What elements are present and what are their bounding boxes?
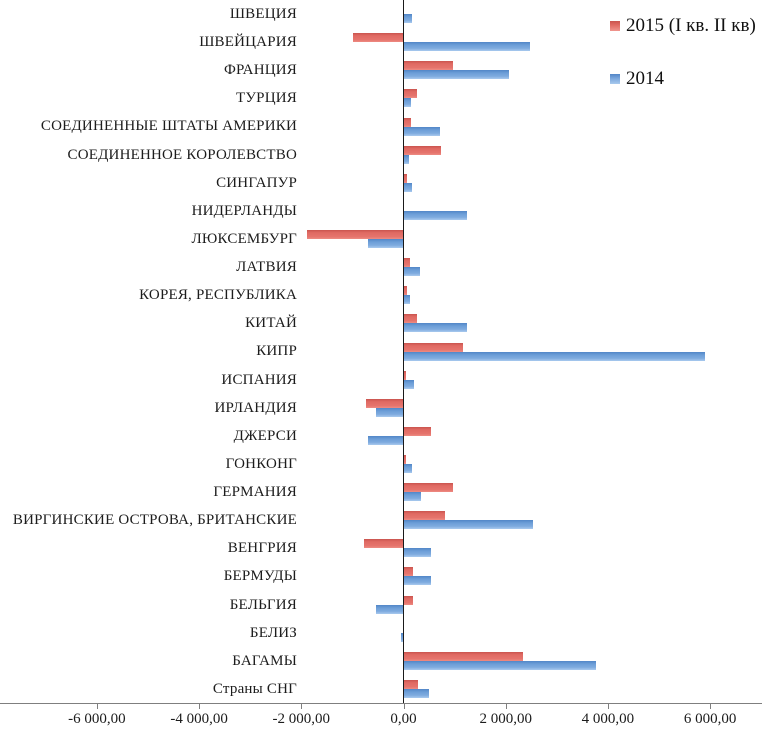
category-label: БАГАМЫ xyxy=(232,652,297,669)
bar-2015 xyxy=(403,314,418,324)
legend: 2015 (I кв. II кв) 2014 xyxy=(610,14,756,120)
bar-2014 xyxy=(376,604,404,614)
category-label: ЛЮКСЕМБУРГ xyxy=(191,230,297,247)
x-axis-tick-label: 2 000,00 xyxy=(479,711,532,727)
bar-2014 xyxy=(403,182,413,192)
category-label: ДЖЕРСИ xyxy=(233,427,297,444)
bar-2014 xyxy=(403,379,414,389)
legend-label-2015: 2015 (I кв. II кв) xyxy=(626,15,756,36)
bar-2014 xyxy=(403,154,409,164)
bar-2015 xyxy=(403,117,412,127)
x-axis-tick-label: 6 000,00 xyxy=(683,711,737,727)
bar-2014 xyxy=(367,239,404,249)
bar-2014 xyxy=(400,632,404,642)
bar-2014 xyxy=(403,688,429,698)
legend-swatch-2015-icon xyxy=(610,21,620,31)
category-label: ГЕРМАНИЯ xyxy=(213,484,297,501)
x-axis-tick-label: -2 000,00 xyxy=(272,711,331,727)
bar-2014 xyxy=(403,210,468,220)
bar-2015 xyxy=(403,679,418,689)
bar-2015 xyxy=(366,398,404,408)
legend-swatch-2014-icon xyxy=(610,74,620,84)
category-label: ШВЕЙЦАРИЯ xyxy=(199,34,297,51)
bar-2014 xyxy=(403,267,421,277)
x-axis-tick xyxy=(505,704,507,709)
category-label: ТУРЦИЯ xyxy=(236,90,297,107)
x-axis-tick-label: 4 000,00 xyxy=(581,711,635,727)
bar-2015 xyxy=(403,89,418,99)
bar-2015 xyxy=(363,539,404,549)
x-axis-tick xyxy=(403,704,405,709)
bar-2014 xyxy=(367,435,404,445)
bar-2015 xyxy=(403,145,442,155)
category-label: КОРЕЯ, РЕСПУБЛИКА xyxy=(139,287,297,304)
bar-2014 xyxy=(403,70,510,80)
legend-label-2014: 2014 xyxy=(626,68,664,89)
x-axis-tick xyxy=(710,704,712,709)
category-label: ШВЕЦИЯ xyxy=(229,6,297,22)
bar-2014 xyxy=(403,42,530,52)
category-label: СИНГАПУР xyxy=(216,174,297,191)
bar-2014 xyxy=(403,98,411,108)
category-label: ИСПАНИЯ xyxy=(221,371,297,388)
x-axis-tick-label: -6 000,00 xyxy=(68,711,126,727)
bar-2014 xyxy=(403,520,534,530)
bar-2015 xyxy=(353,33,404,43)
category-label: БЕЛИЗ xyxy=(249,624,297,641)
bar-2015 xyxy=(403,342,463,352)
category-label: КИПР xyxy=(256,343,297,360)
x-axis-tick-label: 0,00 xyxy=(390,711,417,727)
bar-2015 xyxy=(403,511,446,521)
category-label: Страны СНГ xyxy=(212,680,297,697)
bar-2014 xyxy=(403,576,431,586)
bar-2015 xyxy=(306,230,404,240)
category-label: СОЕДИНЕННОЕ КОРОЛЕВСТВО xyxy=(67,146,297,163)
x-axis-tick xyxy=(96,704,98,709)
bar-2015 xyxy=(403,483,454,493)
category-label: ГОНКОНГ xyxy=(225,455,297,472)
category-label: ИРЛАНДИЯ xyxy=(214,399,297,416)
bar-2015 xyxy=(403,286,407,296)
bar-2015 xyxy=(403,567,414,577)
bar-2014 xyxy=(376,407,404,417)
y-axis-line xyxy=(403,0,404,704)
legend-item-2015: 2015 (I кв. II кв) xyxy=(610,14,756,38)
bar-2015 xyxy=(403,173,408,183)
bar-2015 xyxy=(403,61,453,71)
bar-2014 xyxy=(403,295,410,305)
bar-2014 xyxy=(403,323,468,333)
x-axis-tick xyxy=(199,704,201,709)
category-label: ВЕНГРИЯ xyxy=(227,540,297,557)
bar-2014 xyxy=(403,14,413,24)
category-label: ФРАНЦИЯ xyxy=(223,62,297,79)
x-axis-tick xyxy=(301,704,303,709)
bar-2014 xyxy=(403,463,413,473)
category-label: ВИРГИНСКИЕ ОСТРОВА, БРИТАНСКИЕ xyxy=(12,512,297,529)
x-axis-line xyxy=(0,703,762,704)
category-label: БЕРМУДЫ xyxy=(223,568,297,585)
bar-2015 xyxy=(403,426,432,436)
bar-2014 xyxy=(403,126,440,136)
bar-2015 xyxy=(403,454,406,464)
category-label: ЛАТВИЯ xyxy=(236,259,297,276)
bar-2014 xyxy=(403,660,596,670)
bar-2015 xyxy=(403,370,406,380)
bar-2014 xyxy=(403,548,431,558)
x-axis-tick xyxy=(607,704,609,709)
category-label: СОЕДИНЕННЫЕ ШТАТЫ АМЕРИКИ xyxy=(40,118,297,135)
x-axis-tick-label: -4 000,00 xyxy=(170,711,228,727)
category-label: БЕЛЬГИЯ xyxy=(229,596,297,613)
legend-item-2014: 2014 xyxy=(610,67,756,91)
bar-2015 xyxy=(403,651,523,661)
bar-2014 xyxy=(403,492,422,502)
bar-2015 xyxy=(403,595,414,605)
category-label: КИТАЙ xyxy=(245,315,297,332)
bar-2015 xyxy=(403,258,410,268)
category-label: НИДЕРЛАНДЫ xyxy=(191,202,297,219)
bar-2014 xyxy=(403,351,705,361)
